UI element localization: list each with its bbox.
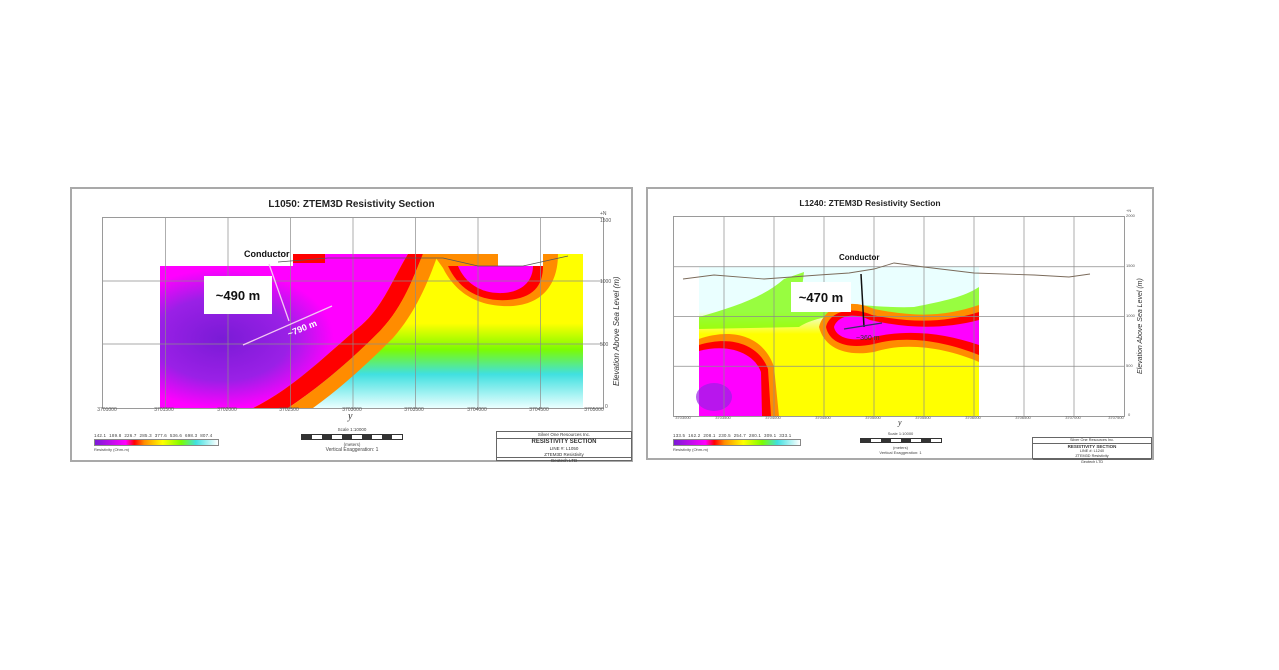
scale-bar: Scale 1:10000 (meters) Vertical Exaggera… [297,427,407,453]
x-axis-label: y [898,418,902,427]
x-tick: 3703000 [342,407,362,413]
y-tick: 1500 [600,218,612,224]
legend-label: Resistivity (Ohm-m) [673,447,709,452]
x-tick: 3705000 [584,407,604,413]
scale-bar: Scale 1:10000 (meters) Vertical Exaggera… [858,431,943,455]
resistivity-heatmap: ~360 m [674,217,1124,416]
x-tick: 3706000 [965,415,981,420]
scale-graphic [301,434,403,440]
x-tick: 3704500 [529,407,549,413]
section-panel-l1240: L1240: ZTEM3D Resistivity Section [646,187,1154,464]
conductor-label: Conductor [839,253,880,262]
title-block: Silver One Resources Inc. RESISTIVITY SE… [1032,437,1152,464]
depth-annotation: ~470 m [798,289,844,305]
x-tick: 3704000 [467,407,487,413]
x-tick: 3702500 [279,407,299,413]
resistivity-plot: ~360 m ~470 m Conductor [673,216,1125,417]
x-tick: 3701500 [154,407,174,413]
y-top-label: +N [600,211,607,217]
color-legend: 142.1 189.8 226.7 285.3 377.6 536.6 698.… [94,433,219,452]
conductor-label: Conductor [244,249,290,259]
y-tick: 2000 [1126,213,1135,218]
title-block: Silver One Resources Inc. RESISTIVITY SE… [496,431,632,463]
y-axis-label: Elevation Above Sea Level (m) [612,276,621,386]
x-tick: 3707500 [1108,415,1124,420]
x-tick: 3703500 [715,415,731,420]
resistivity-plot: ~790 m ~490 m Conductor [102,217,604,409]
chart-title: L1050: ZTEM3D Resistivity Section [268,199,435,210]
color-legend: 133.5 162.2 208.1 230.5 254.7 280.1 309.… [673,433,801,452]
width-annotation: ~360 m [856,335,880,342]
y-tick: 1000 [1126,313,1135,318]
x-tick: 3705500 [915,415,931,420]
y-axis-label: Elevation Above Sea Level (m) [1137,278,1144,374]
y-tick: 1500 [1126,263,1135,268]
section-panel-l1050: L1050: ZTEM3D Resistivity Section [70,187,633,463]
legend-color-bar [94,439,219,446]
x-tick: 3704000 [765,415,781,420]
depth-annotation: ~490 m [215,287,261,303]
y-tick: 0 [1128,412,1131,417]
legend-ticks: 133.5 162.2 208.1 230.5 254.7 280.1 309.… [673,433,792,438]
legend-label: Resistivity (Ohm-m) [94,447,130,452]
chart-title: L1240: ZTEM3D Resistivity Section [799,198,941,208]
x-tick: 3703500 [404,407,424,413]
y-tick: 500 [600,342,609,348]
x-tick: 3701000 [97,407,117,413]
x-tick: 3706500 [1015,415,1031,420]
legend-color-bar [673,439,801,446]
y-tick: 500 [1126,363,1133,368]
x-tick: 3702000 [217,407,237,413]
resistivity-heatmap: ~790 m [103,218,603,408]
y-top-label: +N [1126,208,1132,213]
depth-annotation-box: ~490 m [204,276,272,314]
legend-ticks: 142.1 189.8 226.7 285.3 377.6 536.6 698.… [94,433,213,438]
y-tick: 0 [605,404,608,410]
x-tick: 3707000 [1065,415,1081,420]
y-tick: 1000 [600,279,612,285]
depth-annotation-box: ~470 m [791,282,851,312]
x-tick: 3703000 [675,415,691,420]
scale-graphic [859,438,942,443]
x-tick: 3704500 [815,415,831,420]
x-tick: 3705000 [865,415,881,420]
x-axis-label: y [348,411,353,422]
